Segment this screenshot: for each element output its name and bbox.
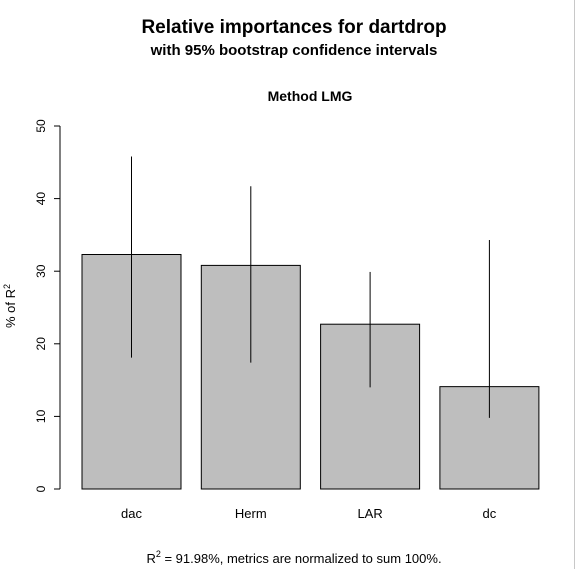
- x-tick-label-lar: LAR: [357, 506, 382, 521]
- x-axis-labels: dac Herm LAR dc: [121, 506, 497, 521]
- footnote: R2 = 91.98%, metrics are normalized to s…: [146, 549, 441, 566]
- y-axis-label-text: % of R: [3, 289, 18, 328]
- y-tick-label-20: 20: [34, 337, 48, 351]
- x-tick-label-herm: Herm: [235, 506, 267, 521]
- y-axis-label: % of R2: [2, 284, 18, 328]
- y-tick-label-30: 30: [34, 264, 48, 278]
- y-tick-label-40: 40: [34, 192, 48, 206]
- y-tick-label-10: 10: [34, 409, 48, 423]
- window-edge: [574, 0, 575, 569]
- x-tick-label-dc: dc: [483, 506, 497, 521]
- bars: [81, 254, 540, 490]
- error-bars: [131, 156, 490, 418]
- y-tick-label-0: 0: [34, 485, 48, 492]
- y-axis: 0 10 20 30 40 50: [34, 119, 61, 492]
- chart-subtitle: with 95% bootstrap confidence intervals: [150, 42, 438, 59]
- footnote-r: R: [146, 551, 155, 566]
- y-axis-label-sup: 2: [2, 284, 12, 289]
- y-tick-label-50: 50: [34, 119, 48, 133]
- footnote-sup: 2: [156, 549, 161, 559]
- panel-title: Method LMG: [268, 88, 353, 104]
- footnote-text: = 91.98%, metrics are normalized to sum …: [161, 551, 442, 566]
- x-tick-label-dac: dac: [121, 506, 142, 521]
- chart-title: Relative importances for dartdrop: [141, 17, 446, 38]
